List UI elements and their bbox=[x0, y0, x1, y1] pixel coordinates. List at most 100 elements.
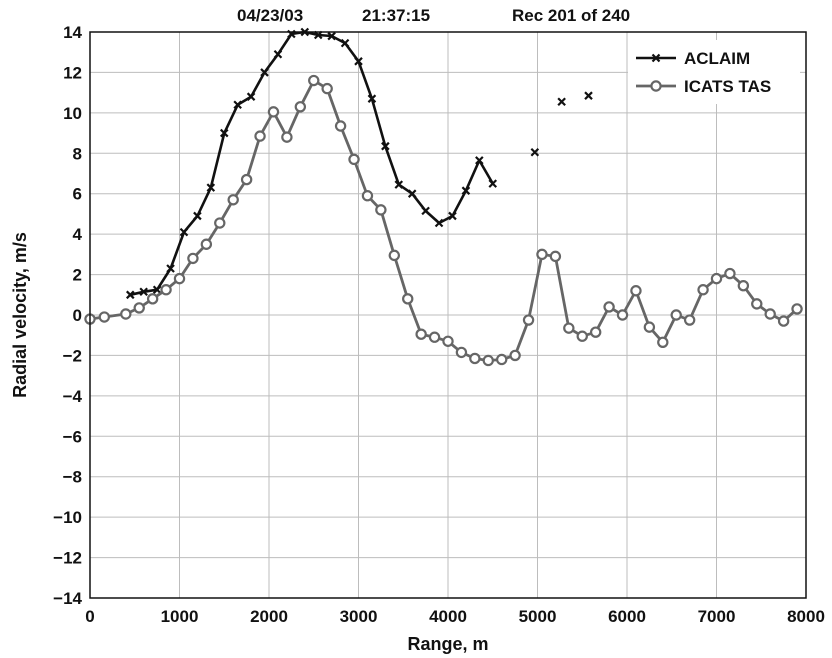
y-tick-label: −14 bbox=[53, 589, 82, 608]
legend-box bbox=[628, 40, 800, 104]
data-point bbox=[348, 153, 360, 166]
header-time: 21:37:15 bbox=[362, 6, 431, 25]
data-point bbox=[260, 68, 269, 77]
data-point bbox=[227, 194, 239, 206]
data-point bbox=[240, 173, 253, 186]
y-tick-label: 10 bbox=[63, 104, 82, 123]
data-point bbox=[496, 353, 508, 366]
legend-label: ACLAIM bbox=[684, 49, 750, 68]
data-point bbox=[697, 284, 709, 296]
grid bbox=[89, 31, 807, 599]
data-point bbox=[327, 31, 336, 41]
data-point bbox=[334, 120, 347, 132]
data-point bbox=[549, 250, 562, 263]
x-tick-label: 3000 bbox=[340, 607, 378, 626]
data-point bbox=[173, 272, 186, 285]
series-line bbox=[130, 30, 494, 297]
header-date: 04/23/03 bbox=[237, 6, 304, 25]
data-point bbox=[603, 301, 615, 313]
data-point bbox=[139, 287, 148, 297]
data-point bbox=[434, 218, 444, 228]
y-tick-label: −6 bbox=[63, 427, 82, 446]
data-point bbox=[724, 267, 736, 280]
y-tick-label: −12 bbox=[53, 549, 82, 568]
data-point bbox=[200, 238, 213, 250]
data-point bbox=[340, 38, 350, 48]
x-tick-label: 1000 bbox=[161, 607, 199, 626]
data-point bbox=[536, 248, 548, 261]
x-tick-label: 4000 bbox=[429, 607, 467, 626]
data-point bbox=[246, 92, 256, 101]
data-point bbox=[120, 308, 132, 320]
data-point bbox=[461, 186, 471, 195]
y-tick-label: 8 bbox=[73, 144, 82, 163]
y-tick-label: −4 bbox=[63, 387, 83, 406]
data-point bbox=[402, 293, 414, 305]
data-point bbox=[308, 74, 320, 87]
data-point bbox=[273, 49, 283, 59]
data-point bbox=[589, 326, 602, 338]
data-point bbox=[791, 303, 803, 315]
data-point bbox=[193, 211, 202, 221]
data-point bbox=[455, 346, 468, 359]
data-point bbox=[133, 302, 145, 314]
data-point bbox=[630, 285, 642, 297]
data-point bbox=[421, 206, 430, 216]
data-point bbox=[737, 279, 750, 292]
data-point bbox=[233, 100, 242, 110]
data-point bbox=[557, 97, 566, 107]
legend: ACLAIM ICATS TAS bbox=[628, 40, 800, 104]
x-tick-label: 8000 bbox=[787, 607, 825, 626]
data-point bbox=[777, 315, 790, 327]
data-point bbox=[214, 217, 226, 229]
data-point bbox=[584, 91, 593, 100]
data-point bbox=[125, 290, 135, 300]
data-point bbox=[643, 321, 656, 333]
data-point bbox=[367, 94, 377, 103]
data-point bbox=[394, 180, 404, 189]
x-axis-label: Range, m bbox=[407, 634, 488, 654]
data-point bbox=[146, 293, 159, 305]
x-tick-label: 0 bbox=[85, 607, 94, 626]
series-0 bbox=[125, 27, 593, 300]
data-point bbox=[321, 82, 333, 95]
data-point bbox=[407, 189, 417, 198]
data-point bbox=[98, 311, 111, 323]
data-point bbox=[361, 190, 374, 202]
x-tick-label: 6000 bbox=[608, 607, 646, 626]
data-point bbox=[683, 314, 696, 326]
data-point bbox=[563, 322, 575, 334]
x-tick-label: 7000 bbox=[698, 607, 736, 626]
x-tick-label: 5000 bbox=[519, 607, 557, 626]
data-point bbox=[415, 328, 427, 340]
y-tick-label: 14 bbox=[63, 23, 82, 42]
data-point bbox=[670, 309, 682, 321]
y-tick-label: −10 bbox=[53, 508, 82, 527]
data-point bbox=[751, 298, 763, 310]
data-point bbox=[281, 131, 293, 143]
legend-marker bbox=[651, 53, 661, 63]
data-point bbox=[187, 252, 199, 265]
data-point bbox=[152, 285, 162, 295]
y-tick-label: 4 bbox=[73, 225, 83, 244]
data-point bbox=[375, 204, 387, 216]
data-point bbox=[509, 349, 521, 362]
legend-label: ICATS TAS bbox=[684, 77, 771, 96]
data-point bbox=[381, 141, 390, 151]
y-tick-label: −2 bbox=[63, 346, 82, 365]
data-point bbox=[428, 331, 441, 343]
data-point bbox=[388, 249, 400, 262]
data-point bbox=[764, 308, 776, 320]
y-tick-label: 6 bbox=[73, 185, 82, 204]
x-tick-label: 2000 bbox=[250, 607, 288, 626]
legend-marker bbox=[650, 80, 662, 92]
y-tick-label: 0 bbox=[73, 306, 82, 325]
y-tick-label: −8 bbox=[63, 468, 82, 487]
series-1 bbox=[84, 74, 803, 367]
data-point bbox=[294, 101, 307, 113]
data-point bbox=[354, 57, 363, 66]
data-point bbox=[448, 211, 457, 221]
data-point bbox=[475, 156, 484, 165]
data-point bbox=[482, 354, 494, 367]
